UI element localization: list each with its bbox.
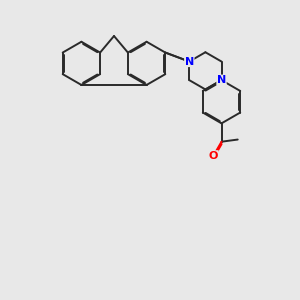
Text: N: N <box>185 56 194 67</box>
Text: N: N <box>217 75 226 85</box>
Text: O: O <box>209 151 218 161</box>
